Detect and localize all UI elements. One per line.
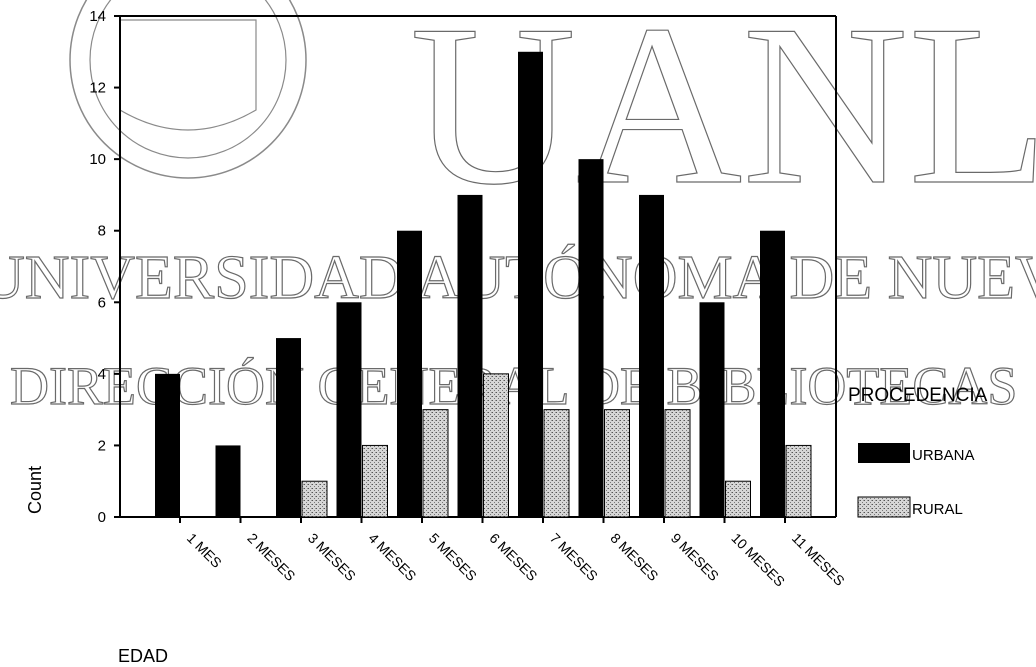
legend-label-rural: RURAL (912, 501, 963, 518)
bar-urbana (397, 230, 422, 517)
watermark-big: UANL (410, 0, 1036, 232)
bar-rural (422, 409, 449, 518)
bar-rural (543, 409, 570, 518)
x-category-label: 7 MESES (547, 530, 601, 584)
bar-rural (362, 444, 388, 518)
y-tick-label: 6 (98, 294, 106, 311)
bar-rural (483, 373, 509, 518)
bar-urbana (699, 302, 725, 517)
y-tick-label: 4 (98, 366, 106, 383)
x-category-label: 5 MESES (426, 530, 480, 584)
legend: PROCEDENCIA URBANA RURAL (848, 385, 988, 518)
x-category-label: 1 MES (184, 530, 225, 571)
legend-swatch-rural (857, 496, 911, 518)
x-category-label: 10 MESES (728, 530, 788, 590)
y-tick-label: 10 (89, 151, 106, 168)
y-tick-label: 0 (98, 509, 106, 526)
y-tick-label: 2 (98, 437, 106, 454)
legend-swatch-urbana (858, 443, 910, 463)
bar-urbana (518, 51, 543, 518)
x-category-label: 11 MESES (789, 530, 848, 589)
bar-urbana (457, 194, 483, 517)
x-category-label: 8 MESES (607, 530, 661, 584)
bar-urbana (639, 194, 664, 517)
x-category-label: 2 MESES (244, 530, 298, 584)
bar-urbana (760, 230, 785, 517)
x-category-label: 6 MESES (486, 530, 540, 584)
legend-title: PROCEDENCIA (848, 385, 988, 406)
x-category-label: 4 MESES (365, 530, 419, 584)
seal-outer-ring (69, 0, 307, 179)
bar-rural (301, 480, 328, 518)
bar-urbana (155, 373, 180, 517)
x-category-label: 9 MESES (668, 530, 722, 584)
seal-inner-ring (89, 0, 287, 159)
bars (155, 51, 812, 523)
x-axis-labels: 1 MES 2 MESES 3 MESES 4 MESES 5 MESES 6 MESES… (184, 530, 848, 590)
bar-rural (785, 444, 812, 518)
bar-urbana (215, 445, 241, 517)
y-tick-label: 12 (89, 80, 106, 97)
x-category-label: 3 MESES (305, 530, 359, 584)
x-axis-title: EDAD (118, 646, 168, 666)
y-axis-title: Count (25, 466, 45, 514)
bar-rural (604, 409, 630, 518)
y-tick-label: 8 (98, 223, 106, 240)
y-axis-ticks: 0 2 4 6 8 10 12 14 (89, 8, 120, 526)
bar-urbana (578, 159, 604, 517)
y-tick-label: 14 (89, 8, 106, 25)
legend-label-urbana: URBANA (912, 447, 975, 464)
bar-rural (664, 409, 691, 518)
bar-urbana (336, 302, 362, 517)
bar-rural (725, 480, 751, 518)
seal-shield (119, 19, 257, 131)
bar-urbana (276, 338, 301, 517)
